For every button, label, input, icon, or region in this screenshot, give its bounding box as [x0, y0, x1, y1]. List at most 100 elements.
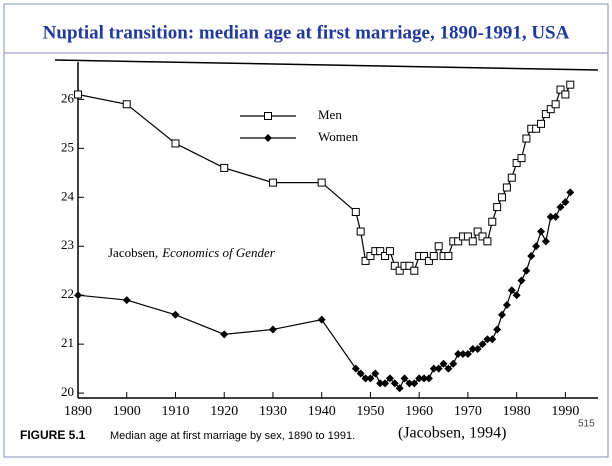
data-point [317, 315, 326, 324]
slide-title: Nuptial transition: median age at first … [43, 22, 570, 43]
x-tick-label: 1940 [308, 404, 336, 419]
data-point [385, 374, 394, 383]
data-point [429, 252, 438, 261]
data-point [463, 232, 472, 241]
data-point [532, 242, 541, 251]
data-point [434, 242, 443, 251]
x-tick-label: 1930 [259, 404, 287, 419]
source: (Jacobsen, 1994) [398, 425, 506, 442]
data-point [424, 256, 433, 265]
data-point [527, 252, 536, 261]
data-point [395, 266, 404, 275]
data-point [468, 345, 477, 354]
data-point [410, 379, 419, 388]
data-point [122, 296, 131, 305]
data-point [317, 178, 326, 187]
data-point [537, 119, 546, 128]
data-point [512, 159, 521, 168]
data-point [444, 364, 453, 373]
x-tick-label: 1990 [551, 404, 579, 419]
data-point [473, 227, 482, 236]
data-point [561, 90, 570, 99]
y-tick-label: 25 [61, 139, 74, 154]
data-point [483, 237, 492, 246]
data-point [459, 349, 468, 358]
data-point [74, 90, 82, 99]
page-number: 515 [578, 419, 595, 430]
data-point [420, 252, 429, 261]
annotation-author: Jacobsen, [108, 245, 158, 260]
data-point [390, 261, 399, 270]
data-point [454, 237, 463, 246]
data-point [424, 374, 433, 383]
data-point [395, 384, 404, 393]
data-point [268, 325, 277, 334]
data-point [498, 193, 507, 202]
data-point [561, 198, 570, 207]
data-point [220, 330, 229, 339]
data-point [478, 232, 487, 241]
y-tick-label: 23 [61, 237, 74, 252]
data-point [171, 310, 180, 319]
x-tick-label: 1900 [113, 404, 141, 419]
data-point [507, 286, 516, 295]
data-point [361, 374, 370, 383]
data-point [488, 335, 497, 344]
top-frame [54, 59, 599, 71]
x-tick-label: 1950 [356, 404, 384, 419]
data-point [493, 325, 502, 334]
y-tick-label: 22 [61, 286, 74, 301]
x-tick-label: 1960 [405, 404, 433, 419]
data-point [439, 359, 448, 368]
data-point [454, 349, 463, 358]
y-tick-label: 24 [61, 188, 75, 203]
y-tick-label: 20 [61, 384, 74, 399]
data-point [551, 212, 560, 221]
x-tick-label: 1920 [210, 404, 238, 419]
data-point [356, 227, 365, 236]
data-point [351, 207, 360, 216]
data-point [420, 374, 429, 383]
data-point [498, 310, 507, 319]
data-point [381, 379, 390, 388]
data-point [493, 203, 502, 212]
x-tick-label: 1970 [454, 404, 482, 419]
data-point [122, 100, 131, 109]
data-point [415, 374, 424, 383]
figure-label: FIGURE 5.1 [20, 428, 86, 442]
legend-label: Men [318, 107, 342, 122]
data-point [517, 154, 526, 163]
annotation-book: Economics of Gender [161, 245, 276, 260]
data-point [351, 364, 360, 373]
data-point [537, 227, 546, 236]
data-point [556, 85, 565, 94]
data-point [512, 291, 521, 300]
data-point [444, 252, 453, 261]
data-point [507, 173, 516, 182]
data-point [171, 139, 180, 148]
data-point [463, 349, 472, 358]
data-point [449, 359, 458, 368]
data-point [400, 374, 409, 383]
data-point [546, 212, 555, 221]
data-point [483, 335, 492, 344]
legend-marker [264, 112, 272, 120]
data-point [566, 80, 575, 89]
y-tick-label: 21 [61, 335, 74, 350]
data-point [361, 256, 370, 265]
data-point [522, 134, 531, 143]
data-point [478, 340, 487, 349]
data-point [434, 364, 443, 373]
data-point [405, 379, 414, 388]
data-point [376, 247, 385, 256]
y-tick-label: 26 [61, 90, 75, 105]
data-point [556, 203, 565, 212]
data-point [390, 379, 399, 388]
data-point [366, 374, 375, 383]
data-point [268, 178, 277, 187]
data-point [356, 369, 365, 378]
data-point [566, 188, 575, 197]
caption: Median age at first marriage by sex, 189… [110, 430, 355, 442]
data-point [371, 369, 380, 378]
